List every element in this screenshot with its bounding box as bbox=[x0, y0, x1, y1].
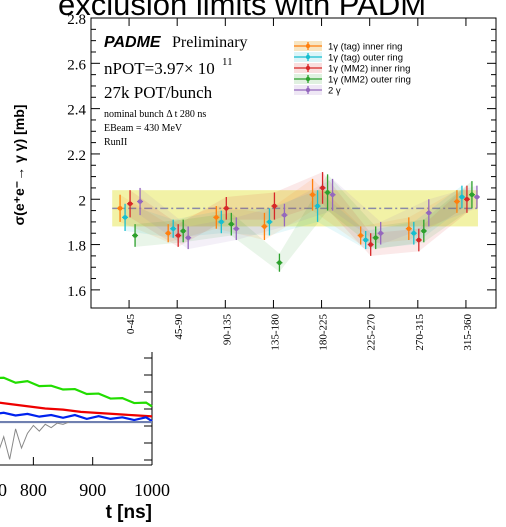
legend-swatch-marker bbox=[305, 43, 311, 49]
data-point bbox=[185, 235, 191, 241]
data-point bbox=[277, 260, 282, 265]
data-point bbox=[426, 210, 432, 216]
inset-series-line bbox=[0, 421, 70, 460]
inset-chart: 800 900 1000 0 t [ns] bbox=[0, 352, 170, 523]
inset-x-tick-label: 900 bbox=[79, 480, 106, 500]
inset-series-line bbox=[0, 401, 153, 418]
y-tick-label: 2.6 bbox=[67, 57, 86, 73]
data-point bbox=[358, 233, 363, 238]
legend-swatch-marker bbox=[305, 87, 311, 93]
data-point bbox=[137, 199, 143, 204]
inset-series-line bbox=[0, 376, 153, 408]
run-label: RunII bbox=[104, 137, 127, 148]
legend-swatch-marker bbox=[305, 54, 311, 60]
x-tick-label: 315-360 bbox=[462, 314, 474, 351]
data-point bbox=[325, 190, 330, 195]
x-tick-label: 90-135 bbox=[221, 314, 233, 346]
inset-x-tick-label-partial: 0 bbox=[0, 480, 7, 500]
series-band-2 bbox=[130, 172, 467, 256]
ebeam-label: EBeam = 430 MeV bbox=[104, 123, 183, 134]
inset-x-axis-label: t [ns] bbox=[106, 502, 152, 523]
legend-label: 1γ (MM2) outer ring bbox=[328, 75, 411, 86]
x-tick-label: 0-45 bbox=[125, 314, 137, 335]
page-title-fragment: exclusion limits with PADM bbox=[58, 0, 427, 22]
data-point bbox=[117, 206, 123, 211]
data-point bbox=[175, 233, 181, 238]
data-point bbox=[378, 230, 383, 236]
inset-x-tick-label: 800 bbox=[20, 480, 47, 500]
data-point bbox=[330, 192, 335, 198]
data-point bbox=[229, 221, 234, 227]
y-axis: 1.6 1.8 2 2.2 2.4 2.6 2.8 bbox=[67, 12, 496, 300]
data-point bbox=[464, 196, 470, 202]
y-tick-label: 2 bbox=[79, 193, 87, 209]
legend-swatch-marker bbox=[305, 65, 311, 71]
x-tick-label: 135-180 bbox=[269, 314, 281, 351]
data-point bbox=[363, 237, 368, 243]
experiment-label: PADME bbox=[104, 34, 162, 51]
inset-x-tick-label: 1000 bbox=[134, 480, 170, 500]
data-point bbox=[224, 206, 229, 211]
y-tick-label: 1.8 bbox=[67, 239, 86, 255]
data-point bbox=[272, 203, 277, 209]
y-tick-label: 1.6 bbox=[67, 284, 86, 300]
data-point bbox=[180, 228, 186, 234]
legend-label: 1γ (MM2) inner ring bbox=[328, 64, 410, 75]
pot-per-bunch-label: 27k POT/bunch bbox=[104, 83, 213, 102]
bunch-label: nominal bunch Δ t 280 ns bbox=[104, 109, 206, 120]
data-point bbox=[368, 242, 373, 247]
data-point bbox=[310, 192, 315, 198]
data-point bbox=[411, 230, 417, 236]
data-point bbox=[165, 230, 171, 236]
data-point bbox=[315, 203, 320, 209]
x-axis: 0-45 45-90 90-135 135-180 180-225 225-270 270-… bbox=[125, 18, 474, 351]
legend-label: 1γ (tag) inner ring bbox=[328, 42, 402, 53]
data-point bbox=[219, 219, 224, 225]
data-point bbox=[122, 215, 128, 220]
y-tick-label: 2.2 bbox=[67, 148, 86, 164]
legend-label: 2 γ bbox=[328, 86, 341, 97]
inset-series-line bbox=[0, 411, 153, 423]
x-tick-label: 225-270 bbox=[366, 314, 378, 351]
legend-label: 1γ (tag) outer ring bbox=[328, 53, 403, 64]
data-point bbox=[459, 194, 465, 200]
data-point bbox=[214, 215, 219, 220]
data-point bbox=[406, 226, 412, 232]
plot-frame bbox=[90, 17, 497, 309]
data-point bbox=[262, 224, 267, 229]
series-band-0 bbox=[120, 178, 457, 245]
data-point bbox=[282, 212, 287, 218]
series-band-4 bbox=[140, 178, 477, 250]
x-tick-label: 180-225 bbox=[318, 314, 330, 351]
data-point bbox=[267, 219, 272, 225]
x-tick-label: 270-315 bbox=[414, 314, 426, 351]
y-tick-label: 2.8 bbox=[67, 12, 86, 28]
data-point bbox=[416, 237, 422, 243]
y-axis-label: σ(e⁺e⁻→ γ γ) [mb] bbox=[11, 105, 27, 226]
npot-exponent: 11 bbox=[222, 56, 233, 68]
y-tick-label: 2.4 bbox=[67, 103, 86, 119]
legend-swatch-marker bbox=[305, 76, 311, 82]
data-point bbox=[320, 185, 325, 191]
data-point bbox=[474, 194, 480, 200]
series-layer bbox=[117, 172, 480, 272]
data-point bbox=[234, 226, 239, 232]
data-point bbox=[421, 228, 427, 234]
data-point bbox=[373, 235, 378, 241]
data-point bbox=[454, 199, 460, 204]
data-point bbox=[170, 226, 176, 232]
data-point bbox=[469, 192, 475, 198]
x-tick-label: 45-90 bbox=[173, 314, 185, 340]
data-point bbox=[127, 201, 133, 207]
data-point bbox=[132, 233, 138, 238]
series-band-3 bbox=[135, 174, 472, 272]
status-label: Preliminary bbox=[172, 34, 248, 51]
npot-label: nPOT=3.97× 10 bbox=[104, 59, 215, 78]
